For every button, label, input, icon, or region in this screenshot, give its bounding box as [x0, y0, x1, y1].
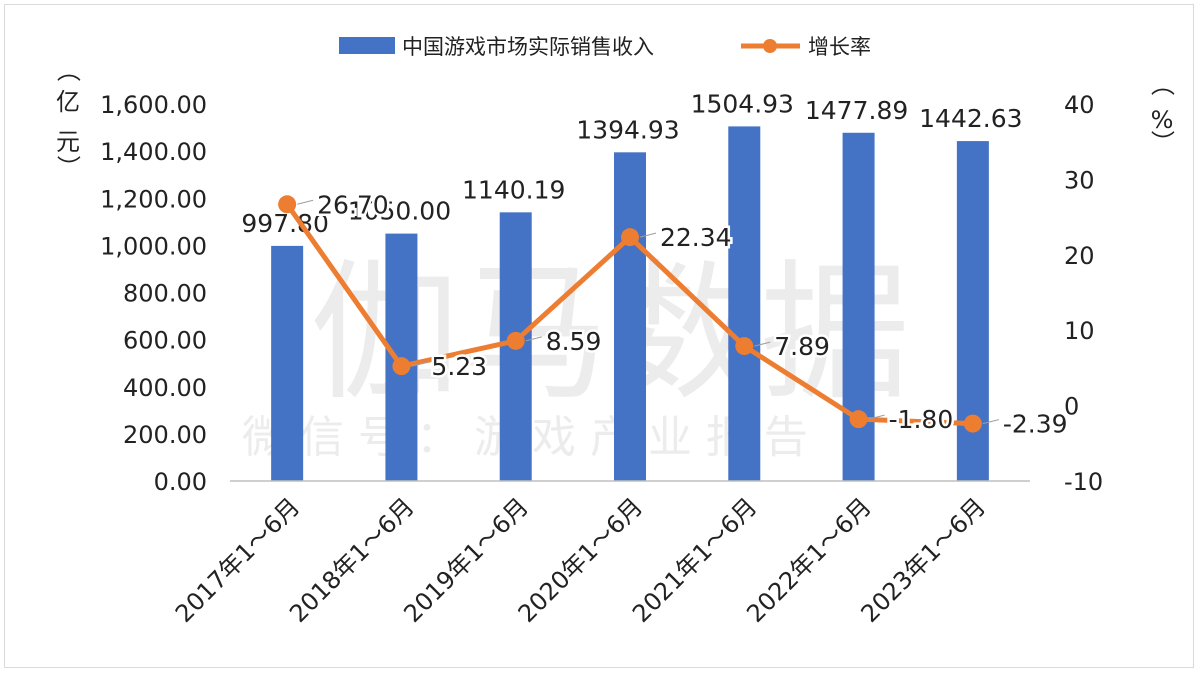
bar-value-label: 1394.93	[576, 115, 679, 144]
bar-value-label: 1050.00	[348, 197, 451, 226]
chart-frame	[4, 4, 1194, 668]
left-unit-char: 元	[56, 128, 80, 156]
bar	[271, 245, 304, 481]
line-series: 26.70 5.23 8.59 22.34 7.89 -1.80 -2.39	[278, 188, 1070, 441]
legend-line-label: 增长率	[808, 35, 871, 59]
right-tick-label: -10	[1064, 468, 1103, 496]
bar-value-label: 997.80	[241, 209, 328, 238]
right-unit-char: %	[1151, 106, 1174, 134]
growth-value-label: 5.23	[431, 352, 487, 381]
growth-value-label: -2.39	[1003, 410, 1068, 439]
right-unit-char: ）	[1148, 130, 1176, 154]
growth-value-label: -1.80	[889, 405, 954, 434]
growth-leader-line	[411, 361, 428, 367]
legend: 中国游戏市场实际销售收入 增长率	[339, 35, 871, 59]
left-unit-char: ）	[54, 155, 82, 179]
growth-leader-line	[754, 341, 771, 347]
left-axis: 0.00 200.00 400.00 600.00 800.00 1,000.00 1,20…	[54, 58, 207, 496]
left-unit-char: 亿	[56, 88, 80, 116]
right-unit-char: （	[1148, 72, 1176, 96]
bar-series: 997.80 1050.00 1140.19 1394.93 1504.93 1477.8…	[241, 89, 1023, 482]
growth-marker	[963, 414, 982, 433]
right-tick-label: 30	[1064, 166, 1095, 194]
growth-leader-line	[639, 232, 657, 238]
growth-value-label: 22.34	[660, 223, 732, 252]
x-axis: 2017年1～6月2018年1～6月2019年1～6月2020年1～6月2021…	[170, 492, 991, 627]
left-tick-label: 1,400.00	[100, 138, 207, 166]
bar	[842, 132, 875, 482]
left-tick-label: 1,600.00	[100, 91, 207, 119]
right-tick-label: 0	[1064, 393, 1079, 421]
growth-leader-line	[982, 419, 999, 425]
growth-value-label: 26.70	[317, 190, 389, 219]
growth-marker	[735, 337, 754, 356]
growth-leader-line	[525, 336, 542, 342]
growth-leader-line	[868, 414, 885, 420]
bar	[614, 152, 646, 481]
legend-bar-swatch	[339, 37, 395, 54]
bar	[728, 126, 761, 481]
left-tick-label: 0.00	[154, 468, 207, 496]
bar-value-label: 1504.93	[691, 89, 794, 118]
left-tick-label: 400.00	[123, 374, 207, 402]
growth-value-label: 8.59	[546, 327, 602, 356]
left-tick-label: 1,200.00	[100, 185, 207, 213]
bar-value-label: 1477.89	[805, 96, 908, 125]
growth-marker	[278, 195, 297, 214]
left-tick-label: 800.00	[123, 280, 207, 308]
right-axis: -10 0 10 20 30 40 （%）	[1064, 72, 1176, 496]
legend-line-marker	[763, 39, 777, 53]
growth-value-label: 7.89	[774, 332, 830, 361]
right-tick-label: 20	[1064, 242, 1095, 270]
bar-value-label: 1140.19	[462, 175, 565, 204]
growth-marker	[506, 331, 525, 350]
growth-leader-line	[297, 199, 314, 205]
bar-value-label: 1442.63	[919, 104, 1022, 133]
left-unit-char: （	[54, 58, 82, 82]
legend-bar-label: 中国游戏市场实际销售收入	[402, 35, 654, 59]
right-tick-label: 40	[1064, 91, 1095, 119]
left-tick-label: 200.00	[123, 421, 207, 449]
left-tick-label: 600.00	[123, 327, 207, 355]
growth-marker	[621, 228, 639, 247]
growth-marker	[849, 410, 868, 429]
right-tick-label: 10	[1064, 317, 1095, 345]
growth-marker	[392, 357, 411, 376]
left-tick-label: 1,000.00	[100, 232, 207, 260]
